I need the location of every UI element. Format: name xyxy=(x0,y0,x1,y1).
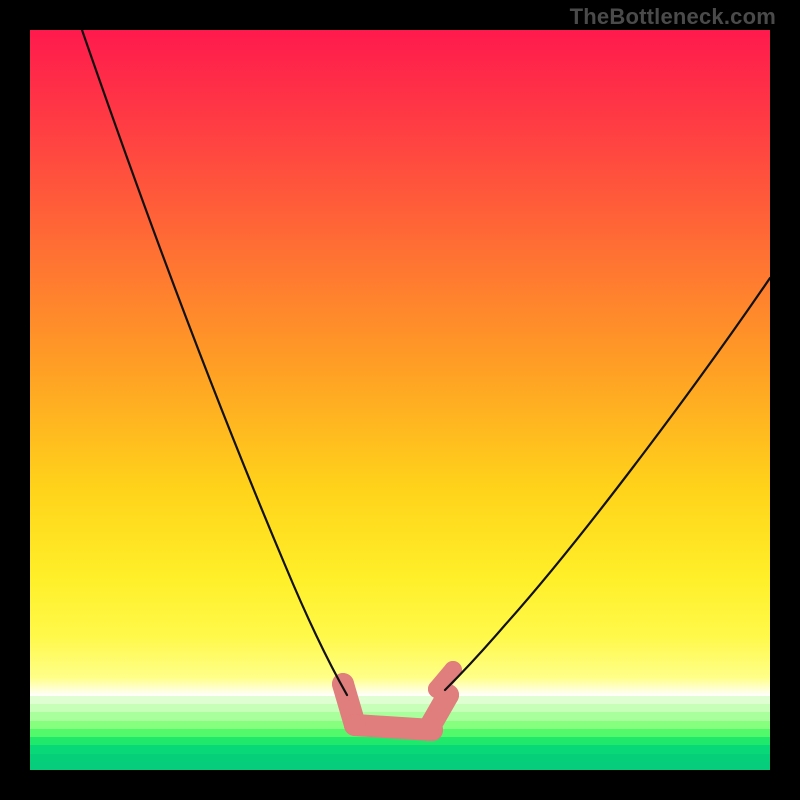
curve-svg-layer xyxy=(30,30,770,770)
figure-container: TheBottleneck.com xyxy=(0,0,800,800)
blob-joint xyxy=(332,673,354,695)
blob-joint xyxy=(428,680,446,698)
watermark-text: TheBottleneck.com xyxy=(570,4,776,30)
plot-area xyxy=(30,30,770,770)
blob-joint xyxy=(344,714,366,736)
right-bottleneck-curve xyxy=(445,278,770,690)
left-bottleneck-curve xyxy=(82,30,347,695)
blob-joint xyxy=(417,719,439,741)
bottleneck-marker-blob xyxy=(332,661,462,741)
